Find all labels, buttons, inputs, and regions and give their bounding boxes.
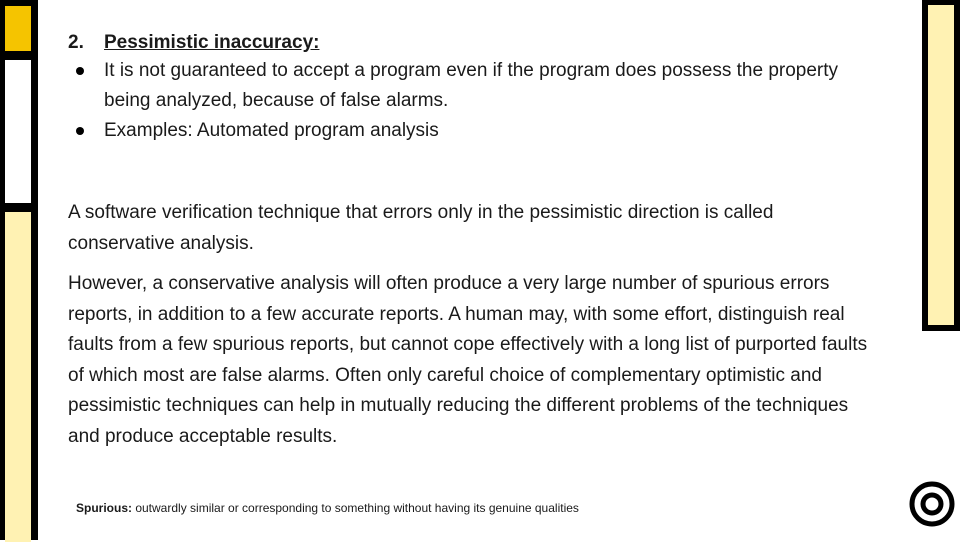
footnote-definition: outwardly similar or corresponding to so…	[132, 501, 579, 515]
bullet-text: It is not guaranteed to accept a program…	[104, 60, 839, 111]
section-heading: 2. Pessimistic inaccuracy:	[68, 30, 878, 56]
list-item: Examples: Automated program analysis	[68, 116, 878, 146]
bullet-text: Examples: Automated program analysis	[104, 120, 439, 141]
target-logo-icon	[909, 481, 955, 527]
list-item: It is not guaranteed to accept a program…	[68, 56, 878, 116]
right-bar-cream-block	[928, 5, 954, 325]
paragraph-spurious-reports: However, a conservative analysis will of…	[68, 273, 868, 447]
left-bar-yellow-block	[5, 6, 31, 51]
bullet-icon	[76, 67, 84, 75]
right-decorative-bar	[922, 0, 960, 331]
bullet-list: It is not guaranteed to accept a program…	[68, 56, 878, 146]
footnote: Spurious: outwardly similar or correspon…	[76, 500, 579, 516]
bullet-icon	[76, 127, 84, 135]
heading-number: 2.	[68, 32, 84, 53]
left-bar-cream-block	[5, 212, 31, 542]
paragraph-conservative-analysis: A software verification technique that e…	[68, 202, 774, 254]
left-bar-white-block	[5, 60, 31, 203]
footnote-term: Spurious:	[76, 501, 132, 515]
heading-text: Pessimistic inaccuracy:	[104, 32, 320, 53]
left-decorative-bar	[0, 0, 38, 542]
slide-content: 2. Pessimistic inaccuracy: It is not guar…	[68, 30, 878, 146]
